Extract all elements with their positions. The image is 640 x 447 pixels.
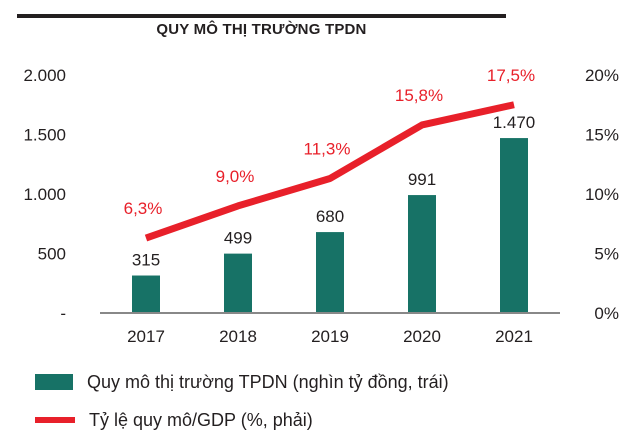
ratio-value-label: 9,0% bbox=[216, 167, 255, 186]
legend-swatch-bars bbox=[35, 374, 73, 390]
left-tick-label: 1.500 bbox=[23, 126, 66, 145]
chart-title: QUY MÔ THỊ TRƯỜNG TPDN bbox=[156, 21, 367, 38]
ratio-value-label: 17,5% bbox=[487, 66, 535, 85]
bar-2017 bbox=[132, 275, 160, 313]
title-rule bbox=[17, 14, 506, 18]
legend-label-bars: Quy mô thị trường TPDN (nghìn tỷ đồng, t… bbox=[87, 371, 449, 392]
right-tick-label: 20% bbox=[585, 66, 619, 85]
bar-value-label: 315 bbox=[132, 251, 160, 270]
bar-2018 bbox=[224, 253, 252, 313]
bar-value-label: 680 bbox=[316, 207, 344, 226]
left-tick-label: 2.000 bbox=[23, 66, 66, 85]
right-tick-label: 10% bbox=[585, 185, 619, 204]
chart-plot: - 500 1.000 1.500 2.000 0% 5% 10% 15% 20% 315 499 68… bbox=[23, 66, 619, 346]
legend-swatch-line bbox=[35, 417, 75, 423]
legend-item-bars: Quy mô thị trường TPDN (nghìn tỷ đồng, t… bbox=[35, 368, 449, 396]
bar-2021 bbox=[500, 138, 528, 313]
legend-label-line: Tỷ lệ quy mô/GDP (%, phải) bbox=[89, 409, 313, 430]
x-tick-label: 2021 bbox=[495, 327, 533, 346]
legend: Quy mô thị trường TPDN (nghìn tỷ đồng, t… bbox=[35, 368, 449, 444]
ratio-value-label: 6,3% bbox=[124, 199, 163, 218]
bar-2020 bbox=[408, 195, 436, 313]
left-tick-label: 500 bbox=[38, 245, 66, 264]
x-tick-label: 2018 bbox=[219, 327, 257, 346]
x-tick-label: 2020 bbox=[403, 327, 441, 346]
right-tick-label: 15% bbox=[585, 126, 619, 145]
left-tick-label: - bbox=[60, 304, 66, 323]
right-tick-label: 0% bbox=[594, 304, 619, 323]
legend-item-line: Tỷ lệ quy mô/GDP (%, phải) bbox=[35, 406, 449, 434]
x-tick-label: 2019 bbox=[311, 327, 349, 346]
left-tick-label: 1.000 bbox=[23, 185, 66, 204]
bar-value-label: 991 bbox=[408, 170, 436, 189]
bar-value-label: 499 bbox=[224, 229, 252, 248]
bar-value-label: 1.470 bbox=[493, 113, 536, 132]
x-tick-label: 2017 bbox=[127, 327, 165, 346]
bar-2019 bbox=[316, 232, 344, 313]
right-tick-label: 5% bbox=[594, 245, 619, 264]
ratio-value-label: 11,3% bbox=[304, 140, 351, 159]
ratio-value-label: 15,8% bbox=[395, 86, 443, 105]
